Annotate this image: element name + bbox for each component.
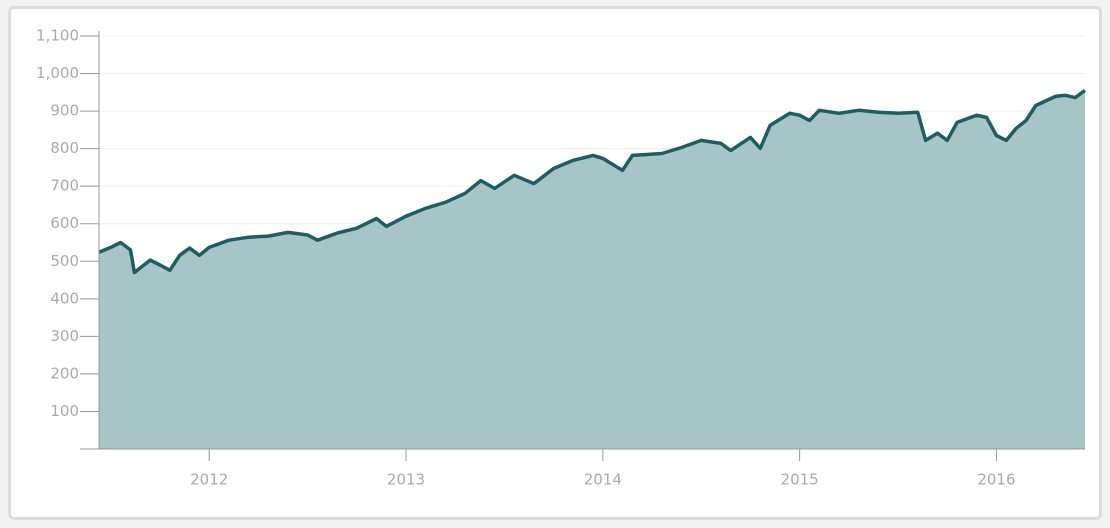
- x-tick-label: 2012: [190, 471, 228, 489]
- y-tick-label: 200: [50, 364, 79, 382]
- y-tick-label: 500: [50, 252, 79, 270]
- x-tick-label: 2015: [781, 471, 819, 489]
- x-tick-label: 2013: [387, 471, 425, 489]
- y-tick-label: 800: [50, 139, 79, 157]
- y-tick-label: 900: [50, 102, 79, 120]
- x-tick-label: 2014: [584, 471, 622, 489]
- x-tick-label: 2016: [977, 471, 1015, 489]
- y-tick-label: 700: [50, 177, 79, 195]
- y-tick-label: 1,000: [36, 64, 79, 82]
- line: [98, 88, 1087, 275]
- area: [99, 90, 1085, 450]
- y-tick-label: 300: [50, 327, 79, 345]
- y-tick-label: 400: [50, 289, 79, 307]
- y-tick-label: 1,100: [36, 27, 79, 45]
- y-tick-label: 100: [50, 402, 79, 420]
- y-tick-label: 600: [50, 214, 79, 232]
